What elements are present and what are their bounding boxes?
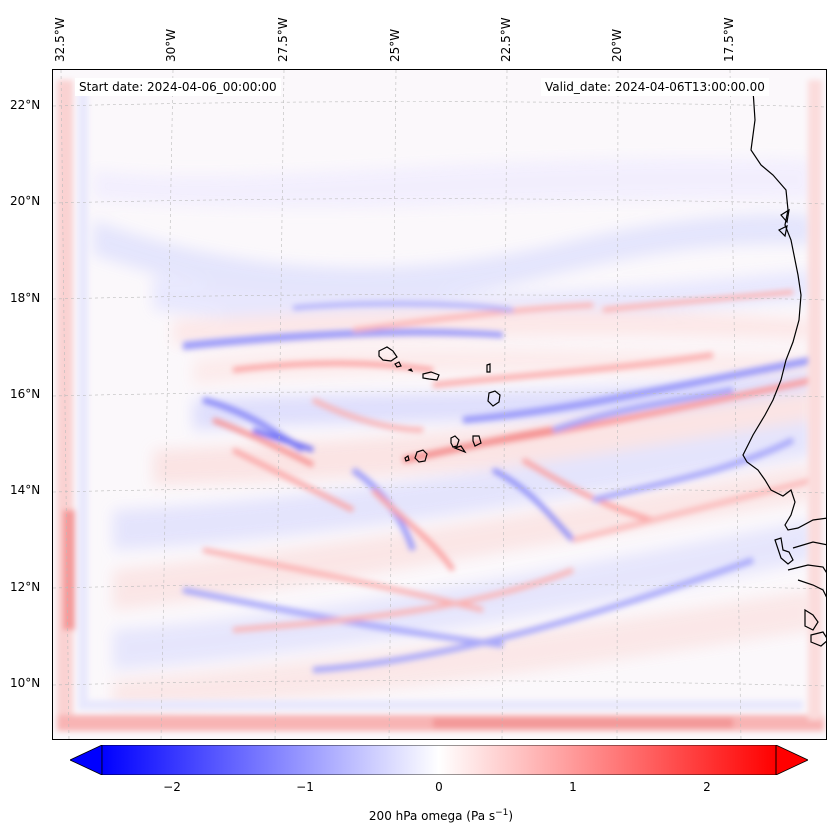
lon-tick-label: 27.5°W xyxy=(276,17,290,62)
lon-tick-label: 30°W xyxy=(164,28,178,62)
graticule xyxy=(53,70,826,739)
colorbar-gradient xyxy=(102,745,776,775)
colorbar-label-main: 200 hPa omega (Pa s xyxy=(368,809,496,823)
colorbar-label-end: ) xyxy=(508,809,514,823)
lat-tick-label: 14°N xyxy=(10,483,41,497)
colorbar-tick-label: 0 xyxy=(435,780,443,794)
colorbar-tick-label: −1 xyxy=(296,780,314,794)
colorbar-tick-label: 1 xyxy=(569,780,577,794)
omega-field xyxy=(57,80,824,731)
map-panel xyxy=(52,69,827,740)
colorbar-max-extension xyxy=(775,745,808,775)
lon-tick-label: 20°W xyxy=(610,28,624,62)
lat-tick-label: 20°N xyxy=(10,194,41,208)
lat-tick-label: 10°N xyxy=(10,676,41,690)
lat-tick-label: 12°N xyxy=(10,580,41,594)
colorbar-label-exponent: −1 xyxy=(495,808,509,818)
colorbar-label: 200 hPa omega (Pa s−1) xyxy=(0,808,837,823)
lat-tick-label: 22°N xyxy=(10,98,41,112)
lon-tick-label: 17.5°W xyxy=(722,17,736,62)
lat-tick-label: 18°N xyxy=(10,291,41,305)
colorbar-tick-label: 2 xyxy=(703,780,711,794)
lon-tick-label: 22.5°W xyxy=(499,17,513,62)
colorbar xyxy=(70,745,808,775)
colorbar-tick-label: −2 xyxy=(163,780,181,794)
lon-tick-label: 32.5°W xyxy=(53,17,67,62)
colorbar-min-extension xyxy=(70,745,103,775)
valid-date-label: Valid_date: 2024-04-06T13:00:00.00 xyxy=(541,78,769,96)
coastlines xyxy=(378,89,826,647)
start-date-label: Start date: 2024-04-06_00:00:00 xyxy=(75,78,281,96)
omega-field-map xyxy=(53,70,826,739)
lon-tick-label: 25°W xyxy=(388,28,402,62)
lat-tick-label: 16°N xyxy=(10,387,41,401)
